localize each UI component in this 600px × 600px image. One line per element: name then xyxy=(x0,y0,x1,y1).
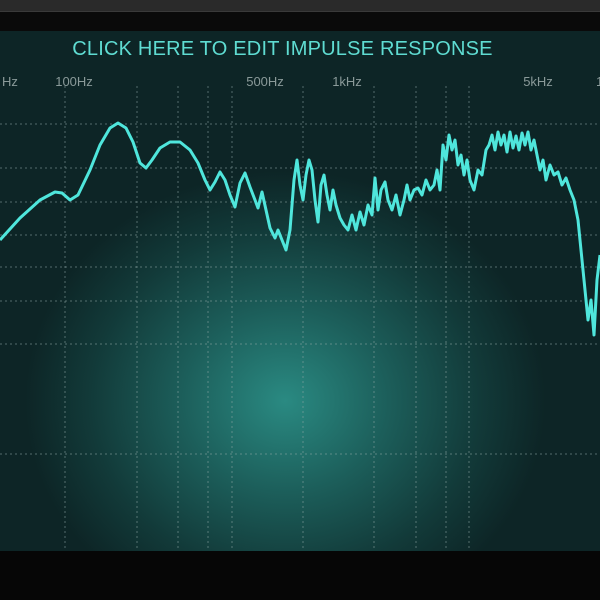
freq-label-right-partial: 1 xyxy=(596,74,600,89)
edit-impulse-response-button[interactable]: CLICK HERE TO EDIT IMPULSE RESPONSE xyxy=(72,38,493,60)
response-curve xyxy=(0,121,600,337)
separator xyxy=(0,12,600,31)
freq-label-500hz: 500Hz xyxy=(246,74,284,89)
bottom-bar xyxy=(0,551,600,600)
top-toolbar xyxy=(0,0,600,12)
frequency-response-graph xyxy=(0,86,600,551)
freq-label-left-partial: Hz xyxy=(2,74,18,89)
freq-label-100hz: 100Hz xyxy=(55,74,93,89)
freq-label-1khz: 1kHz xyxy=(332,74,362,89)
freq-label-5khz: 5kHz xyxy=(523,74,553,89)
impulse-response-display[interactable]: CLICK HERE TO EDIT IMPULSE RESPONSE Hz 1… xyxy=(0,31,600,551)
